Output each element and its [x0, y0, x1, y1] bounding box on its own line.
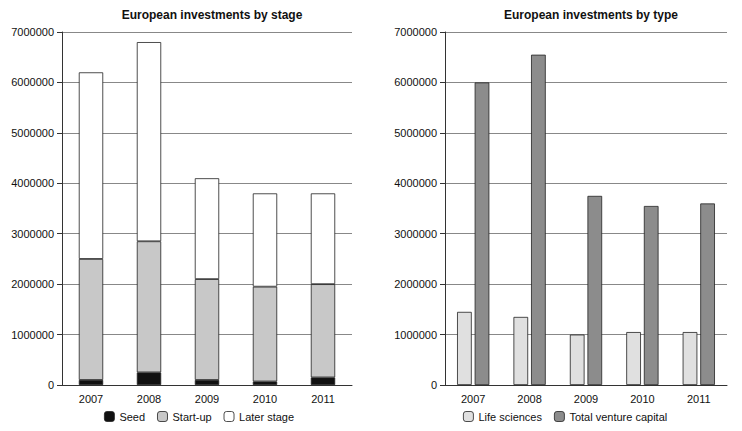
svg-text:0: 0 [48, 379, 54, 391]
svg-text:4000000: 4000000 [11, 177, 54, 189]
svg-text:7000000: 7000000 [11, 26, 54, 38]
svg-text:European investments by stage: European investments by stage [122, 8, 303, 22]
svg-text:4000000: 4000000 [394, 177, 437, 189]
svg-text:2007: 2007 [461, 393, 485, 405]
svg-text:Seed: Seed [119, 411, 145, 423]
svg-text:1000000: 1000000 [11, 329, 54, 341]
svg-text:2008: 2008 [137, 393, 161, 405]
svg-text:2010: 2010 [253, 393, 277, 405]
svg-text:2011: 2011 [311, 393, 335, 405]
svg-text:2009: 2009 [574, 393, 598, 405]
svg-text:2007: 2007 [79, 393, 103, 405]
svg-text:2010: 2010 [630, 393, 654, 405]
svg-text:Life sciences: Life sciences [478, 411, 542, 423]
svg-text:3000000: 3000000 [394, 228, 437, 240]
svg-text:European investments by type: European investments by type [504, 8, 678, 22]
svg-text:Start-up: Start-up [172, 411, 211, 423]
svg-text:2011: 2011 [687, 393, 711, 405]
svg-text:0: 0 [431, 379, 437, 391]
svg-text:3000000: 3000000 [11, 228, 54, 240]
svg-text:2009: 2009 [195, 393, 219, 405]
svg-text:7000000: 7000000 [394, 26, 437, 38]
svg-text:5000000: 5000000 [394, 127, 437, 139]
svg-text:6000000: 6000000 [11, 76, 54, 88]
svg-text:5000000: 5000000 [11, 127, 54, 139]
svg-text:Later stage: Later stage [239, 411, 294, 423]
svg-text:Total venture capital: Total venture capital [569, 411, 667, 423]
svg-text:1000000: 1000000 [394, 329, 437, 341]
svg-text:2000000: 2000000 [11, 278, 54, 290]
svg-text:6000000: 6000000 [394, 76, 437, 88]
svg-text:2008: 2008 [517, 393, 541, 405]
svg-text:2000000: 2000000 [394, 278, 437, 290]
